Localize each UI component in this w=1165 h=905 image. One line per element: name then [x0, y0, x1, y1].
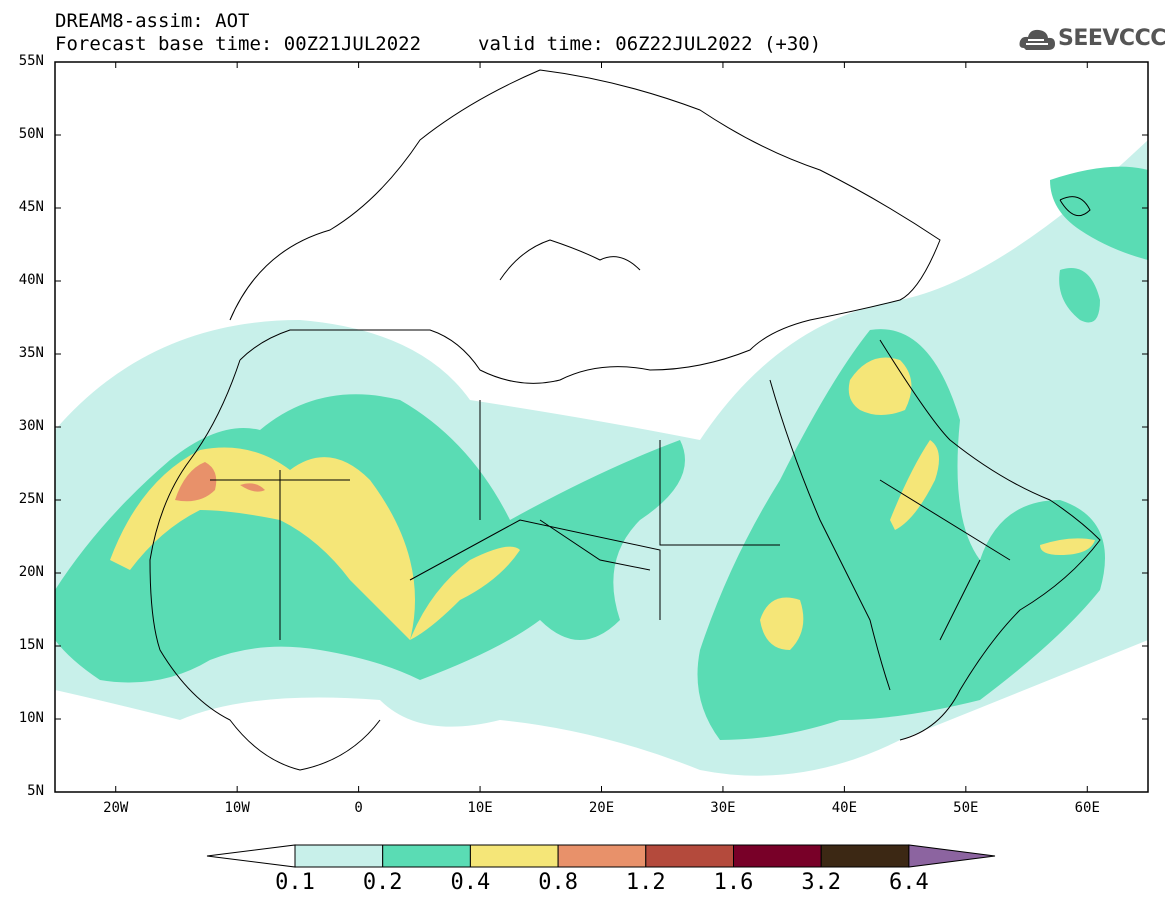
- lat-label: 10N: [18, 710, 44, 726]
- colorbar-swatch: [820, 844, 910, 868]
- colorbar-swatch: [557, 844, 647, 868]
- colorbar-label: 0.4: [450, 870, 491, 895]
- lon-label: 20W: [103, 800, 129, 816]
- colorbar-label: 3.2: [801, 870, 842, 895]
- colorbar-label: 1.2: [625, 870, 666, 895]
- lat-label: 5N: [27, 783, 44, 799]
- colorbar-swatch: [469, 844, 559, 868]
- lon-label: 60E: [1074, 800, 1100, 816]
- colorbar-swatch: [294, 844, 384, 868]
- colorbar: [206, 844, 996, 868]
- lon-label: 30E: [710, 800, 736, 816]
- colorbar-label: 0.2: [362, 870, 403, 895]
- colorbar-label: 0.8: [538, 870, 578, 895]
- lat-label: 50N: [18, 126, 44, 142]
- colorbar-high-arrow: [908, 844, 996, 868]
- valid-time: valid time: 06Z22JUL2022 (+30): [478, 33, 822, 55]
- aot-field: [55, 140, 1148, 776]
- lon-label: 20E: [588, 800, 615, 816]
- cloud-icon: [1019, 29, 1055, 50]
- lat-label: 20N: [18, 564, 44, 580]
- lat-label: 30N: [18, 418, 44, 434]
- base-time: Forecast base time: 00Z21JUL2022: [55, 33, 422, 55]
- lon-label: 50E: [953, 800, 979, 816]
- colorbar-swatch: [733, 844, 822, 868]
- colorbar-swatch: [382, 844, 471, 868]
- model-title: DREAM8-assim: AOT: [55, 10, 250, 32]
- colorbar-label: 1.6: [713, 870, 754, 895]
- lat-label: 25N: [18, 491, 44, 507]
- lon-label: 10W: [224, 800, 250, 816]
- lon-label: 40E: [831, 800, 858, 816]
- colorbar-swatch: [645, 844, 734, 868]
- seevccc-logo: SEEVCCC: [1018, 24, 1165, 56]
- lat-label: 45N: [18, 199, 44, 215]
- lon-label: 0: [354, 800, 363, 816]
- lat-label: 15N: [18, 637, 44, 653]
- lon-label: 10E: [467, 800, 493, 816]
- lat-label: 35N: [18, 345, 44, 361]
- lat-label: 40N: [18, 272, 44, 288]
- coastlines: [149, 69, 1101, 771]
- colorbar-label: 0.1: [275, 870, 315, 895]
- colorbar-label: 6.4: [889, 870, 929, 895]
- colorbar-low-arrow: [206, 844, 296, 868]
- lat-label: 55N: [18, 53, 44, 69]
- axis-ticks: [55, 61, 1148, 793]
